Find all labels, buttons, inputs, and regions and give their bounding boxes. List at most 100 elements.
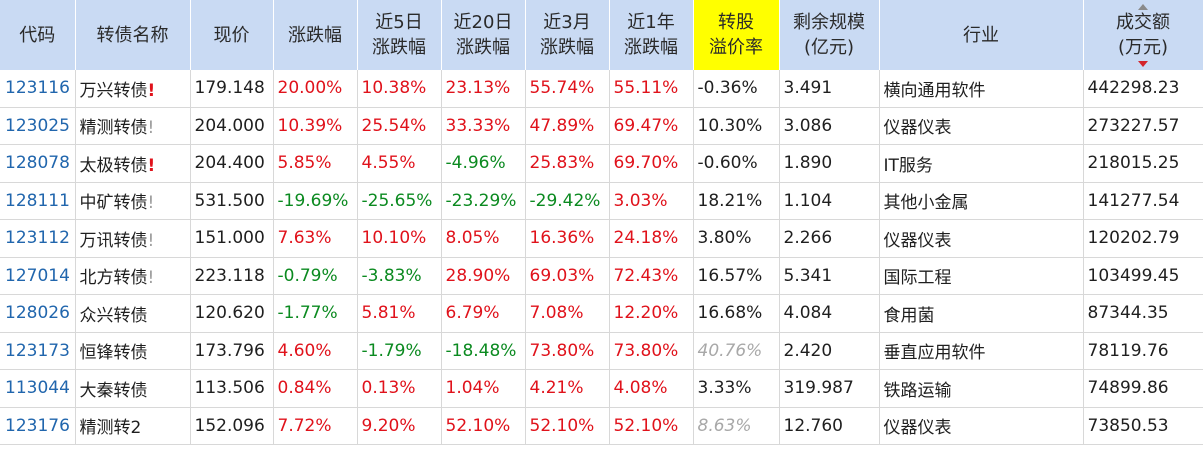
cell-code[interactable]: 123173 bbox=[0, 332, 76, 370]
bond-name[interactable]: 众兴转债 bbox=[79, 305, 148, 326]
cell-scale: 3.491 bbox=[779, 70, 880, 108]
chg1y-value: 55.11% bbox=[613, 78, 679, 99]
price-value: 204.000 bbox=[194, 115, 265, 136]
cell-chg3m: 4.21% bbox=[525, 369, 610, 408]
column-header-scale[interactable]: 剩余规模 (亿元) bbox=[779, 0, 880, 70]
column-header-chg5d[interactable]: 近5日 涨跌幅 bbox=[357, 0, 442, 70]
code-value[interactable]: 123025 bbox=[5, 115, 70, 136]
bond-name[interactable]: 万兴转债 bbox=[79, 80, 148, 101]
code-value[interactable]: 127014 bbox=[5, 265, 70, 286]
cell-code[interactable]: 127014 bbox=[0, 257, 76, 295]
table-row[interactable]: 123116 万兴转债! 179.148 20.00% 10.38% 23.13% 55.7… bbox=[0, 70, 1203, 108]
cell-industry: 食用菌 bbox=[879, 294, 1084, 333]
cell-code[interactable]: 128078 bbox=[0, 144, 76, 183]
cell-code[interactable]: 128026 bbox=[0, 294, 76, 333]
cell-industry: 仪器仪表 bbox=[879, 107, 1084, 145]
column-header-change[interactable]: 涨跌幅 bbox=[273, 0, 358, 70]
bond-name[interactable]: 中矿转债 bbox=[79, 193, 148, 214]
bond-name[interactable]: 大秦转债 bbox=[79, 380, 148, 401]
column-header-name[interactable]: 转债名称 bbox=[75, 0, 191, 70]
change-value: 4.60% bbox=[277, 340, 332, 361]
table-row[interactable]: 128078 太极转债! 204.400 5.85% 4.55% -4.96% 25.83%… bbox=[0, 144, 1203, 183]
sort-ascending-icon[interactable] bbox=[1138, 4, 1148, 10]
bond-name[interactable]: 太极转债 bbox=[79, 155, 148, 176]
column-header-code[interactable]: 代码 bbox=[0, 0, 76, 70]
column-header-chg20d[interactable]: 近20日 涨跌幅 bbox=[441, 0, 526, 70]
scale-value: 319.987 bbox=[783, 378, 854, 399]
column-header-chg3m-label: 涨跌幅 bbox=[540, 37, 594, 58]
chg1y-value: 4.08% bbox=[613, 378, 668, 399]
column-header-turnover[interactable]: 成交额 (万元) bbox=[1083, 0, 1203, 70]
column-header-industry[interactable]: 行业 bbox=[879, 0, 1084, 70]
cell-name[interactable]: 太极转债! bbox=[75, 144, 191, 183]
industry-value: 仪器仪表 bbox=[883, 118, 952, 139]
table-row[interactable]: 128026 众兴转债 120.620 -1.77% 5.81% 6.79% 7.08% 12… bbox=[0, 294, 1203, 333]
cell-price: 204.000 bbox=[190, 107, 274, 145]
cell-chg5d: 4.55% bbox=[357, 144, 442, 183]
column-header-chg1y[interactable]: 近1年 涨跌幅 bbox=[609, 0, 694, 70]
premium-value: 3.80% bbox=[697, 228, 752, 249]
cell-code[interactable]: 128111 bbox=[0, 182, 76, 220]
bond-name[interactable]: 万讯转债 bbox=[79, 230, 148, 251]
code-value[interactable]: 123173 bbox=[5, 340, 70, 361]
cell-code[interactable]: 123025 bbox=[0, 107, 76, 145]
cell-change: 4.60% bbox=[273, 332, 358, 370]
code-value[interactable]: 128026 bbox=[5, 303, 70, 324]
cell-code[interactable]: 123176 bbox=[0, 407, 76, 445]
industry-value: 食用菌 bbox=[883, 305, 935, 326]
cell-name[interactable]: 众兴转债 bbox=[75, 294, 191, 333]
column-header-price[interactable]: 现价 bbox=[190, 0, 274, 70]
table-row[interactable]: 128111 中矿转债! 531.500 -19.69% -25.65% -23.29% -… bbox=[0, 182, 1203, 220]
change-value: 0.84% bbox=[277, 378, 332, 399]
code-value[interactable]: 123176 bbox=[5, 415, 70, 436]
cell-name[interactable]: 北方转债! bbox=[75, 257, 191, 295]
bond-name[interactable]: 精测转债 bbox=[79, 118, 148, 139]
code-value[interactable]: 123116 bbox=[5, 78, 70, 99]
cell-name[interactable]: 精测转2 bbox=[75, 407, 191, 445]
cell-name[interactable]: 中矿转债! bbox=[75, 182, 191, 220]
premium-value: 10.30% bbox=[697, 115, 763, 136]
cell-premium: 10.30% bbox=[693, 107, 780, 145]
column-header-chg20d-label: 近20日 bbox=[453, 12, 513, 33]
code-value[interactable]: 113044 bbox=[5, 378, 70, 399]
table-row[interactable]: 123025 精测转债! 204.000 10.39% 25.54% 33.33% 47.8… bbox=[0, 107, 1203, 145]
bond-name[interactable]: 恒锋转债 bbox=[79, 343, 148, 364]
column-header-premium[interactable]: 转股 溢价率 bbox=[693, 0, 780, 70]
column-header-scale-label: 剩余规模 bbox=[793, 12, 865, 33]
cell-chg1y: 4.08% bbox=[609, 369, 694, 408]
column-header-chg1y-label: 近1年 bbox=[627, 12, 675, 33]
turnover-value: 273227.57 bbox=[1087, 115, 1180, 136]
table-row[interactable]: 127014 北方转债! 223.118 -0.79% -3.83% 28.90% 69.0… bbox=[0, 257, 1203, 295]
cell-name[interactable]: 大秦转债 bbox=[75, 369, 191, 408]
cell-name[interactable]: 万讯转债! bbox=[75, 219, 191, 258]
table-row[interactable]: 113044 大秦转债 113.506 0.84% 0.13% 1.04% 4.21% 4.0… bbox=[0, 369, 1203, 408]
cell-code[interactable]: 113044 bbox=[0, 369, 76, 408]
bond-name[interactable]: 精测转2 bbox=[79, 418, 142, 439]
sort-descending-icon[interactable] bbox=[1138, 61, 1148, 67]
cell-code[interactable]: 123112 bbox=[0, 219, 76, 258]
cell-chg20d: 1.04% bbox=[441, 369, 526, 408]
code-value[interactable]: 128078 bbox=[5, 153, 70, 174]
code-value[interactable]: 123112 bbox=[5, 228, 70, 249]
code-value[interactable]: 128111 bbox=[5, 190, 70, 211]
cell-industry: 仪器仪表 bbox=[879, 407, 1084, 445]
scale-value: 2.420 bbox=[783, 340, 833, 361]
cell-name[interactable]: 万兴转债! bbox=[75, 70, 191, 108]
table-row[interactable]: 123112 万讯转债! 151.000 7.63% 10.10% 8.05% 16.36%… bbox=[0, 219, 1203, 258]
cell-premium: 16.57% bbox=[693, 257, 780, 295]
scale-value: 2.266 bbox=[783, 228, 833, 249]
cell-code[interactable]: 123116 bbox=[0, 70, 76, 108]
cell-turnover: 218015.25 bbox=[1083, 144, 1203, 183]
table-row[interactable]: 123173 恒锋转债 173.796 4.60% -1.79% -18.48% 73.80… bbox=[0, 332, 1203, 370]
bond-name[interactable]: 北方转债 bbox=[79, 268, 148, 289]
scale-value: 1.104 bbox=[783, 190, 833, 211]
cell-price: 120.620 bbox=[190, 294, 274, 333]
column-header-change-label: 涨跌幅 bbox=[288, 24, 342, 46]
cell-name[interactable]: 恒锋转债 bbox=[75, 332, 191, 370]
table-row[interactable]: 123176 精测转2 152.096 7.72% 9.20% 52.10% 52.10% 5… bbox=[0, 407, 1203, 445]
chg3m-value: 73.80% bbox=[529, 340, 595, 361]
change-value: 10.39% bbox=[277, 115, 343, 136]
cell-name[interactable]: 精测转债! bbox=[75, 107, 191, 145]
cell-price: 204.400 bbox=[190, 144, 274, 183]
column-header-chg3m[interactable]: 近3月 涨跌幅 bbox=[525, 0, 610, 70]
